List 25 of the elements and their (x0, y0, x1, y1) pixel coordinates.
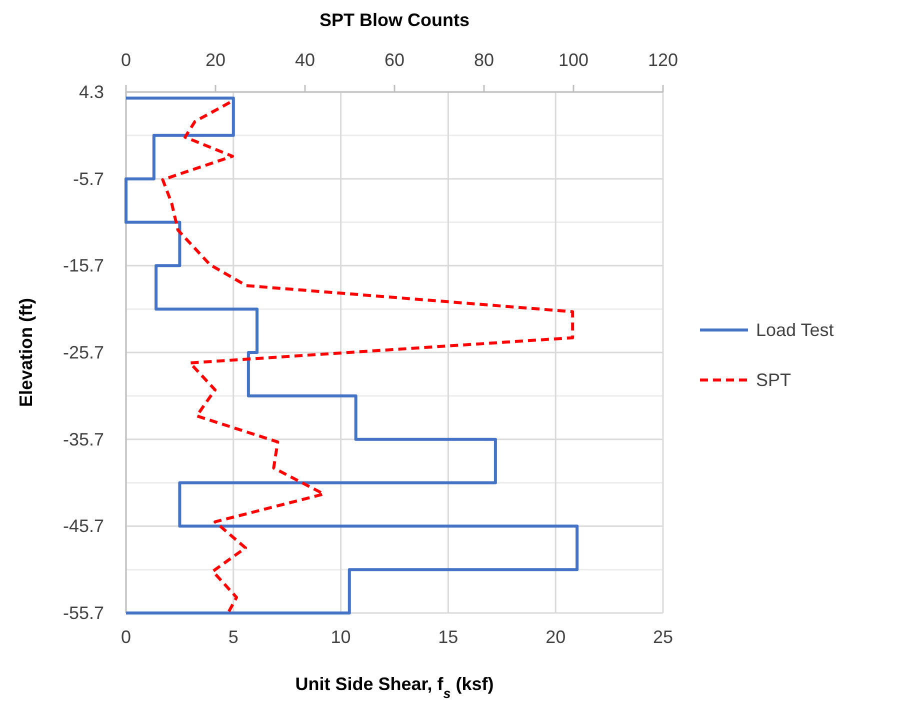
x-tick-label: 5 (228, 627, 238, 647)
x-tick-label: 10 (330, 627, 351, 647)
x2-tick-label: 40 (294, 50, 316, 70)
x-tick-label: 25 (652, 627, 674, 647)
y-tick-label: -55.7 (62, 603, 104, 623)
y-axis-title: Elevation (ft) (16, 298, 36, 408)
y-tick-label: -35.7 (62, 429, 104, 450)
legend-label: Load Test (756, 320, 834, 340)
x2-tick-label: 120 (648, 50, 678, 70)
x-tick-label: 15 (438, 627, 458, 647)
x2-tick-label: 0 (120, 50, 132, 70)
y-tick-label: -15.7 (62, 256, 104, 276)
x2-tick-label: 20 (205, 50, 226, 70)
x2-tick-label: 60 (384, 50, 405, 70)
y-tick-label: -25.7 (62, 342, 104, 362)
y-tick-label: -5.7 (72, 168, 104, 189)
x-axis-title: Unit Side Shear, f$_{s}$ (ksf) (295, 674, 494, 700)
y-tick-label: 4.3 (78, 82, 104, 102)
x-tick-label: 20 (546, 627, 566, 647)
x2-tick-label: 80 (474, 50, 494, 70)
x2-tick-label: 100 (558, 50, 589, 70)
y-tick-label: -45.7 (62, 516, 104, 536)
legend-label: SPT (756, 370, 792, 390)
x-tick-label: 0 (120, 627, 132, 647)
x2-axis-title: SPT Blow Counts (320, 10, 470, 30)
